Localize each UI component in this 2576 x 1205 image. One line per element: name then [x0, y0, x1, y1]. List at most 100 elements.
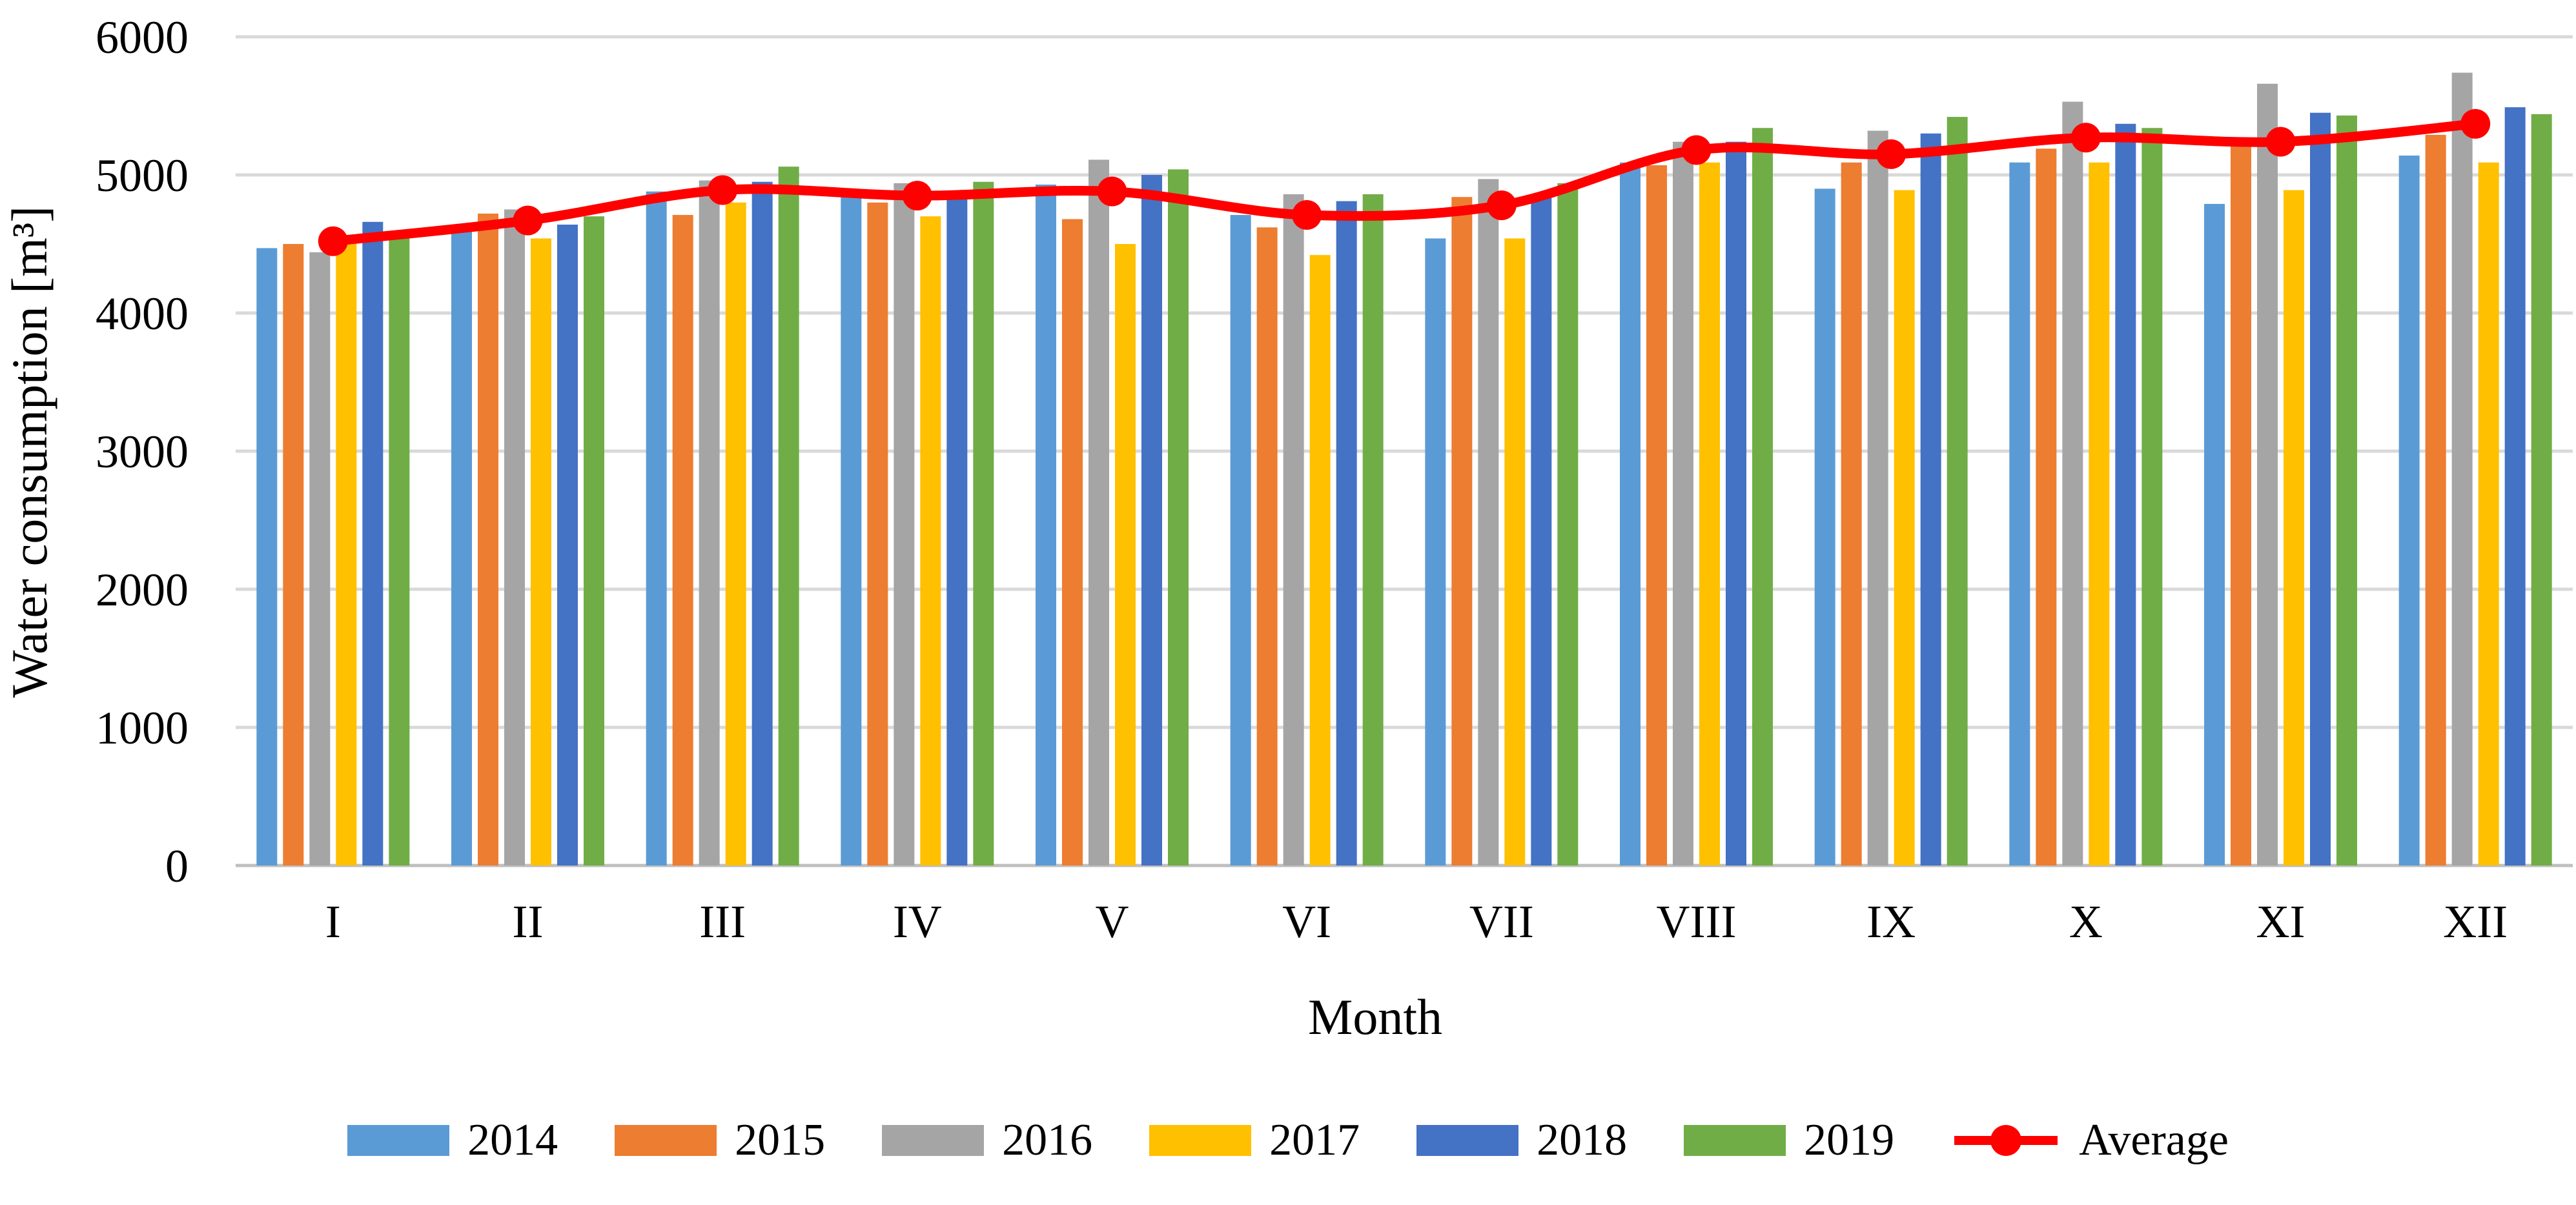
bar-2018-V [1141, 175, 1162, 866]
legend-item-2018: 2018 [1416, 1115, 1627, 1166]
bar-2015-V [1062, 219, 1083, 866]
bar-2015-XI [2231, 143, 2251, 866]
bar-2019-IV [973, 181, 994, 866]
legend-label: 2017 [1269, 1115, 1360, 1165]
average-marker-V [1097, 176, 1127, 207]
bar-2016-I [309, 252, 331, 866]
bar-2018-VIII [1726, 141, 1746, 866]
y-axis-title: Water consumption [m³] [1, 206, 57, 698]
legend-label: 2016 [1002, 1115, 1093, 1165]
bar-2018-VII [1531, 194, 1552, 866]
x-tick-label: IV [893, 896, 942, 947]
y-tick-label: 5000 [96, 150, 189, 201]
bar-2018-X [2115, 123, 2136, 866]
bar-2018-II [557, 225, 578, 866]
bar-2015-X [2036, 148, 2057, 866]
x-axis-title: Month [1308, 989, 1442, 1045]
bar-2017-XI [2284, 190, 2304, 866]
bar-2016-IX [1867, 130, 1888, 866]
bar-2015-VII [1451, 197, 1473, 866]
bar-2016-VII [1478, 179, 1499, 866]
bar-2015-IX [1841, 162, 1862, 866]
bar-2014-I [256, 248, 278, 866]
bar-2019-VII [1557, 183, 1579, 866]
legend: 2014 2015 2016 2017 2018 2019 Average [0, 1076, 2576, 1205]
average-marker-XI [2265, 127, 2296, 157]
average-marker-XII [2460, 108, 2491, 139]
bar-2017-VI [1309, 255, 1331, 866]
bar-2015-III [672, 215, 693, 866]
bar-2016-IV [894, 183, 915, 866]
x-tick-label: IX [1866, 896, 1916, 947]
bar-2016-XII [2451, 72, 2473, 866]
bar-2019-XI [2336, 115, 2357, 866]
bar-2018-IX [1920, 133, 1941, 866]
bar-2019-VI [1362, 194, 1384, 866]
bar-2015-XII [2425, 134, 2446, 866]
bar-2018-XII [2504, 107, 2526, 866]
bar-2015-VIII [1646, 165, 1667, 866]
bar-2019-II [584, 216, 604, 866]
bar-2017-IX [1894, 190, 1915, 866]
bar-2015-I [283, 244, 304, 866]
legend-item-2017: 2017 [1149, 1115, 1360, 1166]
legend-label: 2015 [735, 1115, 826, 1165]
bar-2014-X [2009, 162, 2030, 866]
bar-2016-III [699, 180, 720, 866]
bar-2017-I [336, 239, 357, 866]
bar-2014-II [451, 225, 472, 866]
x-tick-labels: I II III IV V VI VII VIII IX X XI XII [325, 896, 2508, 947]
legend-label: 2014 [467, 1115, 558, 1165]
bar-2018-VI [1336, 201, 1357, 866]
legend-swatch [1149, 1125, 1252, 1156]
legend-item-2016: 2016 [882, 1115, 1092, 1166]
x-tick-label: X [2069, 896, 2103, 947]
bar-2017-II [531, 238, 551, 866]
average-marker-VII [1486, 190, 1517, 221]
bar-2016-V [1089, 159, 1109, 866]
average-marker-I [318, 226, 348, 256]
bar-2018-XI [2310, 112, 2331, 866]
gridlines [236, 35, 2573, 867]
bar-2014-III [646, 191, 667, 866]
x-tick-label: V [1096, 896, 1129, 947]
average-marker-IV [902, 181, 932, 211]
x-tick-label: VI [1282, 896, 1331, 947]
bar-groups [256, 72, 2552, 866]
bar-2018-IV [946, 197, 968, 866]
bar-2014-XI [2204, 203, 2225, 866]
average-marker-VIII [1681, 135, 1712, 165]
x-tick-label: I [325, 896, 341, 947]
y-tick-label: 3000 [96, 426, 189, 478]
average-line-icon [1951, 1118, 2061, 1163]
legend-item-average: Average [1951, 1115, 2229, 1166]
legend-swatch [615, 1125, 717, 1156]
bar-2018-I [362, 221, 383, 866]
legend-swatch [882, 1125, 985, 1156]
average-line [328, 119, 2480, 247]
bar-2016-II [504, 209, 525, 866]
average-line-group [318, 108, 2491, 256]
bar-2017-VII [1504, 238, 1526, 866]
average-marker-X [2070, 123, 2101, 153]
y-tick-label: 0 [165, 840, 189, 892]
y-tick-label: 4000 [96, 288, 189, 339]
legend-item-2015: 2015 [615, 1115, 825, 1166]
bar-2014-VI [1230, 215, 1251, 866]
bar-2019-XII [2531, 114, 2552, 866]
bar-2016-VI [1283, 194, 1304, 866]
y-tick-label: 1000 [96, 702, 189, 754]
x-tick-label: VII [1469, 896, 1534, 947]
bar-2015-II [478, 213, 498, 866]
bar-2015-VI [1256, 227, 1278, 866]
bar-2017-XII [2478, 162, 2499, 866]
legend-swatch [1416, 1125, 1519, 1156]
bar-2014-IV [841, 197, 862, 866]
bar-2016-XI [2257, 83, 2278, 866]
y-tick-label: 2000 [96, 564, 189, 616]
average-marker-II [513, 205, 543, 236]
legend-label: 2019 [1804, 1115, 1895, 1165]
average-marker-IX [1876, 139, 1906, 169]
bar-2017-V [1115, 244, 1136, 866]
